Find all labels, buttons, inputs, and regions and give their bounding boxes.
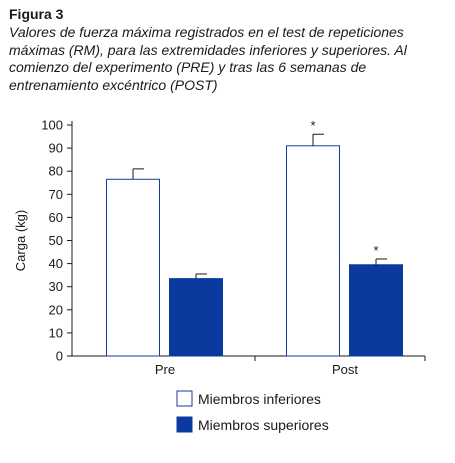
y-tick-label: 80: [49, 164, 63, 179]
bar-inferiores-post: [286, 145, 340, 357]
y-axis-label: Carga (kg): [13, 210, 28, 271]
y-tick-label: 60: [49, 210, 63, 225]
figure-label: Figura 3: [9, 6, 64, 22]
y-tick-label: 90: [49, 141, 63, 156]
x-tick-label: Post: [332, 362, 358, 377]
legend-label-superiores: Miembros superiores: [198, 417, 329, 433]
y-tick-label: 0: [56, 349, 63, 364]
y-tick-label: 70: [49, 187, 63, 202]
y-tick-label: 30: [49, 279, 63, 294]
legend-label-inferiores: Miembros inferiores: [198, 391, 321, 407]
y-tick-label: 50: [49, 233, 63, 248]
y-tick-label: 10: [49, 325, 63, 340]
significance-marker: *: [373, 243, 378, 258]
significance-marker: *: [310, 118, 315, 133]
bar-superiores-pre: [169, 278, 223, 357]
y-tick-label: 40: [49, 256, 63, 271]
legend-swatch-inferiores: [176, 390, 193, 407]
bar-inferiores-pre: [106, 178, 160, 357]
y-tick-label: 100: [41, 118, 63, 133]
bar-superiores-post: [349, 264, 403, 357]
figure-caption: Valores de fuerza máxima registrados en …: [9, 24, 407, 93]
chart-legend: Miembros inferiores Miembros superiores: [176, 390, 329, 433]
x-tick-label: Pre: [155, 362, 175, 377]
legend-swatch-superiores: [176, 416, 193, 433]
chart-bars: **: [106, 118, 403, 357]
y-tick-label: 20: [49, 302, 63, 317]
